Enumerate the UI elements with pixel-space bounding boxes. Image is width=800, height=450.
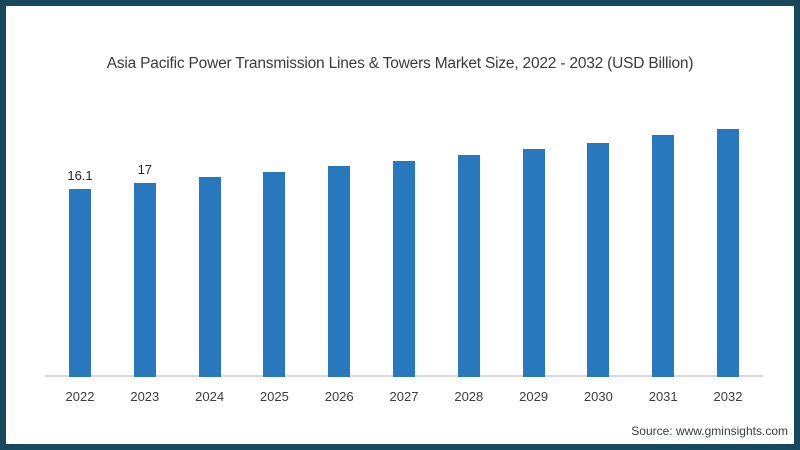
x-axis-label-2023: 2023	[130, 389, 160, 404]
bar-2028	[457, 154, 480, 377]
bar-value-label-2022: 16.1	[67, 168, 93, 183]
bar-value-label-2023: 17	[137, 162, 153, 178]
chart-title: Asia Pacific Power Transmission Lines & …	[106, 55, 694, 72]
x-axis-label-2025: 2025	[259, 389, 289, 404]
x-axis-label-2024: 2024	[195, 389, 225, 404]
bar-2032	[717, 128, 739, 377]
x-axis-label-2026: 2026	[324, 389, 354, 404]
bar-2030	[587, 142, 610, 377]
bar-2026	[328, 166, 351, 377]
bar-2027	[393, 161, 415, 377]
bar-2024	[198, 176, 221, 377]
bar-2029	[522, 149, 545, 377]
bar-2023	[133, 183, 156, 377]
x-axis-label-2030: 2030	[583, 389, 613, 404]
bar-2031	[652, 135, 675, 377]
x-axis-label-2028: 2028	[454, 389, 484, 404]
x-axis-label-2027: 2027	[389, 389, 419, 404]
source-credit: Source: www.gminsights.com	[631, 424, 788, 438]
x-axis-label-2031: 2031	[648, 389, 678, 404]
bar-2025	[263, 171, 286, 377]
x-axis-label-2022: 2022	[65, 389, 95, 404]
x-axis-label-2029: 2029	[519, 389, 549, 404]
x-axis-label-2032: 2032	[713, 389, 743, 404]
bar-2022	[69, 189, 91, 377]
